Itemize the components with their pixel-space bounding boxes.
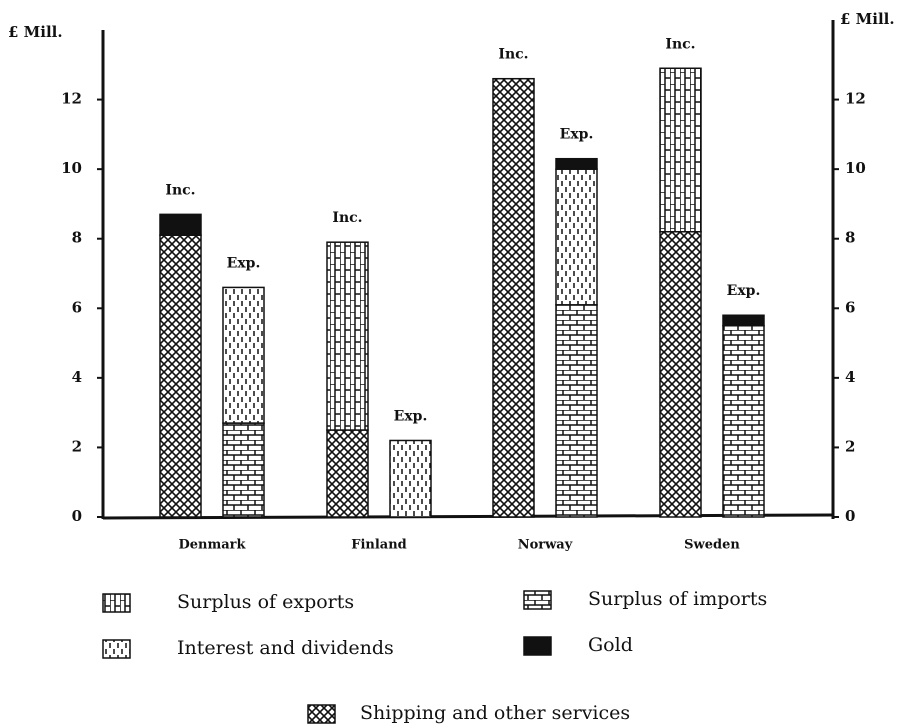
y-tick-label: 10 (61, 159, 82, 177)
bar-segment (555, 168, 598, 306)
bar-segment (659, 231, 702, 518)
bar-segment (222, 422, 265, 518)
bar-segment (492, 77, 535, 518)
bar-segment (222, 286, 265, 424)
y-tick-label: 4 (72, 368, 82, 386)
legend-swatch (523, 590, 552, 610)
bar-label: Exp. (727, 283, 761, 299)
bar-segment (326, 241, 369, 431)
y-axis-label: £ Mill. (8, 23, 63, 41)
legend-swatch (102, 593, 131, 613)
y-tick-label: 0 (72, 507, 82, 525)
legend-label: Surplus of imports (588, 588, 767, 610)
x-tick-label: Denmark (178, 538, 246, 553)
bar-segment (555, 157, 598, 170)
bar-segment (555, 304, 598, 518)
bar-segment (389, 439, 432, 518)
legend-label: Shipping and other services (360, 702, 630, 724)
bar-segment (659, 67, 702, 233)
y2-axis-label: £ Mill. (840, 10, 895, 28)
bar-segment (159, 213, 202, 236)
y2-tick-label: 12 (845, 90, 866, 108)
legend-label: Interest and dividends (177, 637, 394, 659)
legend-swatch (307, 704, 336, 724)
x-tick-label: Norway (518, 538, 573, 553)
y2-tick-label: 8 (845, 229, 855, 247)
y2-tick-label: 10 (845, 159, 866, 177)
bar-label: Inc. (498, 47, 528, 63)
bar-label: Exp. (227, 255, 261, 271)
bar-label: Exp. (560, 127, 594, 143)
y2-tick-label: 6 (845, 298, 855, 316)
bar-label: Exp. (394, 408, 428, 424)
legend-swatch (523, 636, 552, 656)
bar-segment (159, 234, 202, 518)
legend-label: Surplus of exports (177, 591, 354, 613)
y-tick-label: 2 (72, 437, 82, 455)
y2-tick-label: 2 (845, 437, 855, 455)
y2-tick-label: 4 (845, 368, 855, 386)
y2-tick-label: 0 (845, 507, 855, 525)
legend-label: Gold (588, 634, 633, 656)
bar-segment (326, 429, 369, 518)
legend-swatch (102, 639, 131, 659)
y-tick-label: 8 (72, 229, 82, 247)
bar-label: Inc. (665, 36, 695, 52)
bar-label: Inc. (165, 182, 195, 198)
bar-segment (722, 314, 765, 327)
bar-segment (722, 324, 765, 518)
y-tick-label: 12 (61, 90, 82, 108)
bar-label: Inc. (332, 210, 362, 226)
x-tick-label: Sweden (684, 538, 740, 553)
y-tick-label: 6 (72, 298, 82, 316)
x-tick-label: Finland (351, 538, 407, 553)
